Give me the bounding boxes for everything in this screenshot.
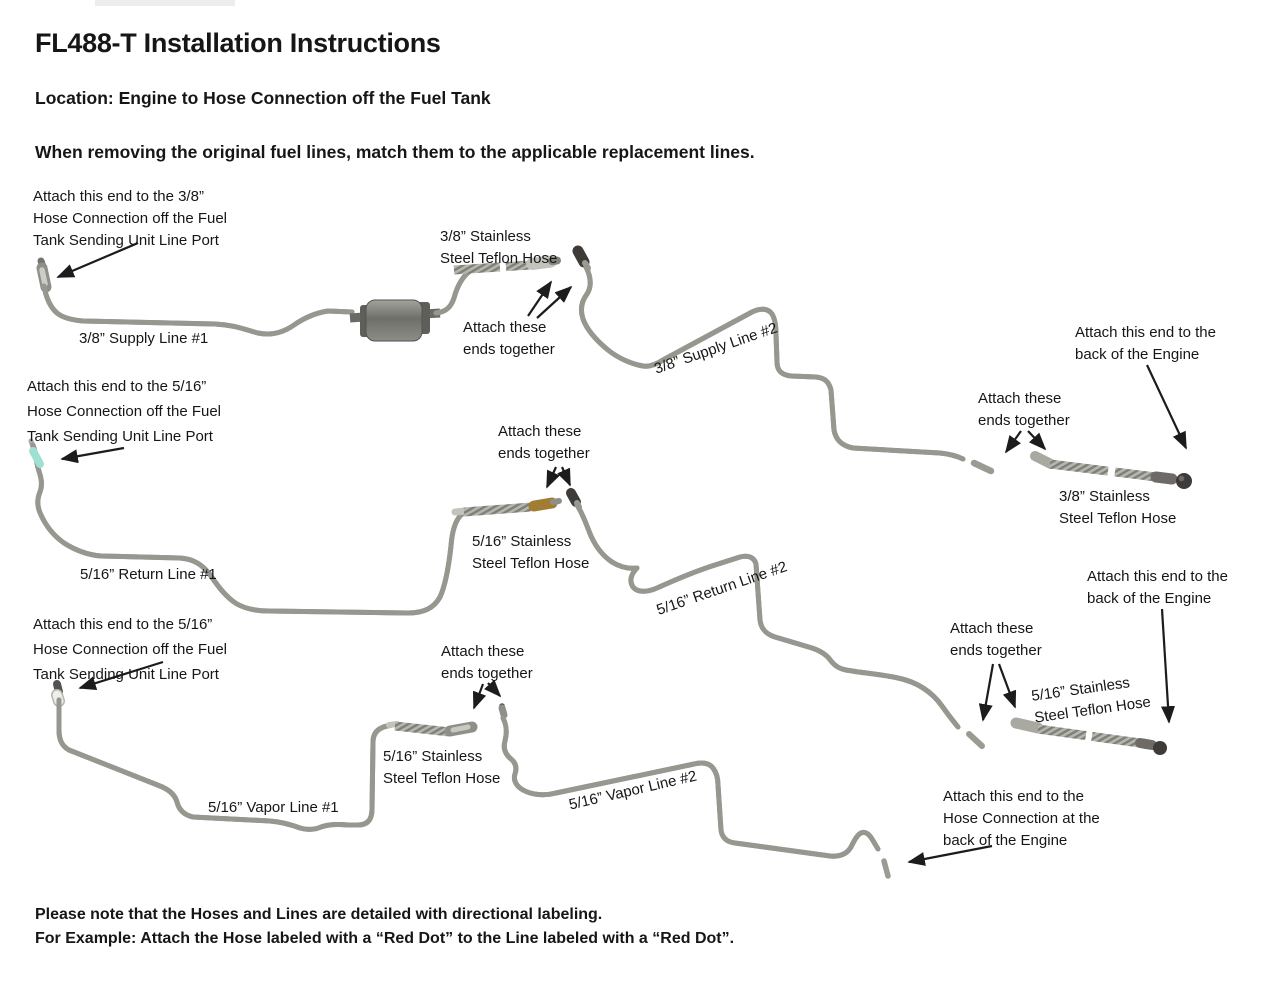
fuel-filter xyxy=(365,299,423,342)
vapor-assembly xyxy=(51,680,891,879)
supply-mid-hose-fitting xyxy=(526,255,557,270)
annotation-arrows xyxy=(56,241,1187,866)
vapor-mid-attach-note: Attach these ends together xyxy=(441,643,533,682)
return-right-hose-left-fitting xyxy=(1010,717,1044,734)
return-right-attach-note: Attach these ends together xyxy=(950,620,1042,659)
vapor-tank-note: Attach this end to the 5/16” Hose Connec… xyxy=(33,616,228,683)
return-line-2 xyxy=(574,502,961,730)
supply-mid-attach-note: Attach these ends together xyxy=(463,319,555,358)
return-mid-hose-label: 5/16” Stainless Steel Teflon Hose xyxy=(472,533,590,572)
supply-line1-label: 3/8” Supply Line #1 xyxy=(79,330,209,347)
instruction-line: When removing the original fuel lines, m… xyxy=(35,142,755,162)
supply-right-hose-left-fitting xyxy=(1030,451,1056,469)
arrow-supply-right-hose-end xyxy=(1027,430,1047,451)
return-mid-hose xyxy=(463,502,532,517)
supply-mid-hose-label: 3/8” Stainless Steel Teflon Hose xyxy=(440,228,558,267)
supply-line-2-fitting xyxy=(572,245,590,268)
vapor-mid-hose xyxy=(394,721,451,737)
vapor-line1-label: 5/16” Vapor Line #1 xyxy=(208,799,339,816)
arrow-supply-engine-end xyxy=(1146,364,1187,450)
arrow-return-right-hose-end xyxy=(997,663,1017,709)
vapor-mid-hose-label: 5/16” Stainless Steel Teflon Hose xyxy=(383,748,501,787)
supply-mid-hose xyxy=(453,260,531,275)
footer-note-1: Please note that the Hoses and Lines are… xyxy=(35,906,603,923)
arrow-vapor-engine-end xyxy=(907,844,993,866)
supply-line-2-end-stub xyxy=(970,459,995,475)
supply-tank-note: Attach this end to the 3/8” Hose Connect… xyxy=(33,188,228,249)
return-engine-note: Attach this end to the back of the Engin… xyxy=(1087,568,1228,607)
arrow-vapor-mid-line2-end xyxy=(484,679,502,698)
arrow-return-right-line-end xyxy=(978,663,995,722)
arrow-supply-mid-line2-end xyxy=(536,285,573,319)
return-direction-band xyxy=(29,447,44,468)
return-assembly xyxy=(28,438,1167,755)
return-mid-attach-note: Attach these ends together xyxy=(498,423,590,462)
arrow-vapor-tank-end xyxy=(78,660,164,690)
arrow-supply-mid-hose-end xyxy=(527,280,552,317)
return-right-hose-engine-fitting xyxy=(1153,741,1167,755)
supply-engine-note: Attach this end to the back of the Engin… xyxy=(1075,324,1216,363)
supply-right-attach-note: Attach these ends together xyxy=(978,390,1070,429)
arrow-return-tank-end xyxy=(60,446,125,464)
vapor-engine-note: Attach this end to the Hose Connection a… xyxy=(943,788,1100,849)
supply-assembly xyxy=(36,245,1192,489)
supply-right-hose xyxy=(1049,459,1157,482)
arrow-return-mid-hose-end xyxy=(545,466,560,489)
return-tank-note: Attach this end to the 5/16” Hose Connec… xyxy=(27,378,222,445)
location-line: Location: Engine to Hose Connection off … xyxy=(35,88,491,108)
arrow-supply-tank-end xyxy=(56,241,139,279)
footer-note-2: For Example: Attach the Hose labeled wit… xyxy=(35,930,735,947)
return-line-1 xyxy=(30,442,469,616)
return-line-2-end-stub xyxy=(966,731,985,749)
supply-right-hose-label: 3/8” Stainless Steel Teflon Hose xyxy=(1059,488,1177,527)
return-line1-label: 5/16” Return Line #1 xyxy=(80,566,217,583)
arrow-vapor-mid-hose-end xyxy=(472,683,487,710)
arrow-supply-right-line-end xyxy=(1004,430,1022,454)
supply-right-hose-engine-fitting xyxy=(1176,473,1192,489)
supply-line-1 xyxy=(41,283,355,337)
page-title: FL488-T Installation Instructions xyxy=(35,28,441,58)
scan-artifact xyxy=(95,0,235,6)
vapor-line-2-end-stub xyxy=(881,858,891,879)
return-mid-hose-brass-fitting xyxy=(528,497,558,512)
arrow-return-engine-end xyxy=(1160,608,1176,724)
return-line-2-fitting xyxy=(566,488,581,507)
arrow-return-mid-line2-end xyxy=(557,466,572,487)
